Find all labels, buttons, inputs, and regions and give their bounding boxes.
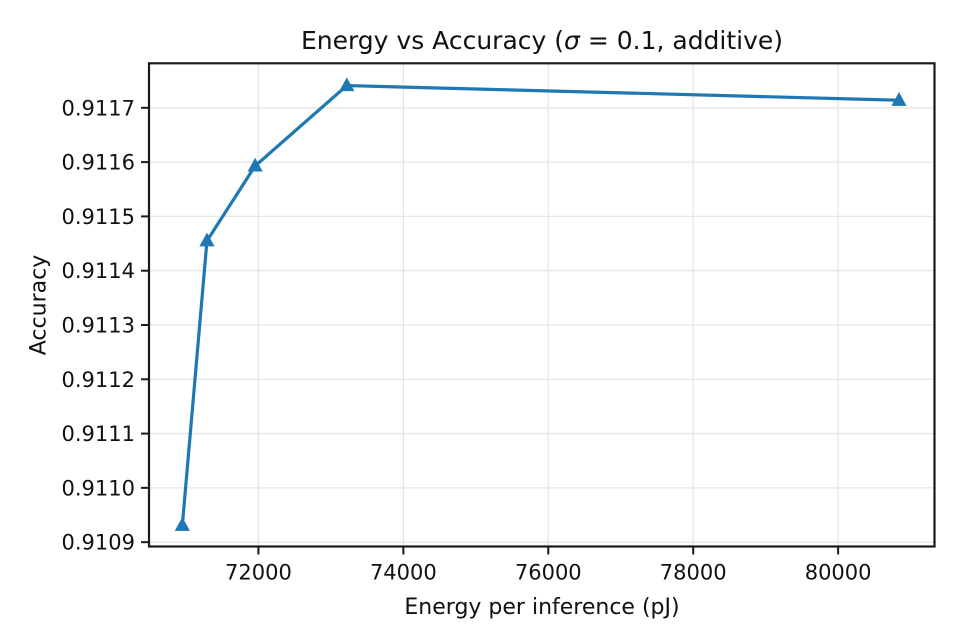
sigma-symbol: σ [564,26,580,55]
data-point-marker [199,232,215,247]
y-axis-label: Accuracy [26,254,52,356]
x-tick-label: 74000 [370,561,437,585]
plot-border [147,62,936,548]
y-tick-label: 0.9116 [62,151,135,175]
y-tick-label: 0.9110 [62,476,135,500]
x-tick-label: 76000 [515,561,582,585]
y-tick-label: 0.9111 [62,422,135,446]
data-point-marker [247,157,263,172]
x-tick-label: 80000 [805,561,872,585]
data-line [180,83,901,527]
chart-title-rest: = 0.1, additive) [579,26,784,55]
chart-title: Energy vs Accuracy (σ = 0.1, additive) [149,26,935,55]
y-tick-label: 0.9114 [62,259,135,283]
y-tick-label: 0.9109 [62,531,135,555]
y-tick-label: 0.9115 [62,205,135,229]
data-point-marker [339,77,355,92]
x-tick-label: 72000 [225,561,292,585]
data-point-marker [174,517,190,531]
chart-title-prefix: Energy vs Accuracy ( [300,26,565,55]
x-tick-label: 78000 [660,561,727,585]
data-point-marker [891,92,907,106]
x-axis-label: Energy per inference (pJ) [404,595,680,620]
y-tick-label: 0.9117 [62,96,135,120]
y-tick-label: 0.9113 [62,313,135,337]
y-tick-label: 0.9112 [62,368,135,392]
